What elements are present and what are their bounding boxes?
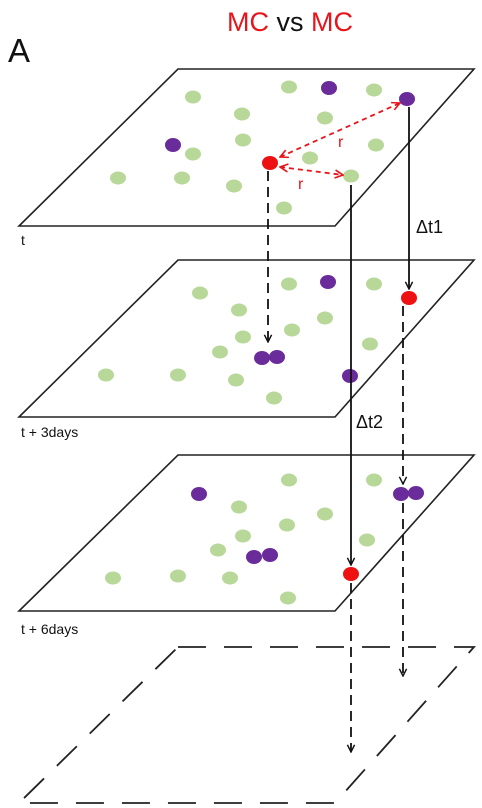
green-cell — [281, 473, 297, 487]
plane-label-t-plus-3days: t + 3days — [21, 424, 78, 440]
purple-cell — [262, 548, 278, 562]
purple-cell — [342, 369, 358, 383]
purple-cell — [191, 487, 207, 501]
purple-cell — [165, 138, 181, 152]
green-cell — [266, 391, 282, 405]
label-delta-t1: Δt1 — [416, 217, 443, 237]
diagram-title: MC vs MC — [227, 7, 353, 37]
green-cell — [368, 138, 384, 152]
green-cell — [235, 133, 251, 147]
title-mc-right: MC — [311, 7, 353, 37]
purple-cell — [399, 92, 415, 106]
green-cells-plane-t-plus-3days — [98, 277, 382, 405]
title-vs: vs — [269, 7, 311, 37]
green-cell — [212, 345, 228, 359]
green-cell — [231, 303, 247, 317]
plane-label-t-plus-6days: t + 6days — [21, 621, 78, 637]
purple-cell — [320, 275, 336, 289]
label-r-upper: r — [338, 134, 344, 151]
red-cell-mc-b — [401, 291, 417, 305]
green-cell — [317, 311, 333, 325]
green-cell — [110, 171, 126, 185]
green-cell — [362, 337, 378, 351]
green-cell — [359, 533, 375, 547]
distance-arrow-r-upper — [280, 103, 400, 157]
label-r-lower: r — [298, 176, 304, 193]
green-cell — [228, 373, 244, 387]
green-cell — [276, 201, 292, 215]
green-cell — [210, 543, 226, 557]
green-cell — [185, 90, 201, 104]
green-cells-plane-t-plus-6days — [105, 473, 382, 605]
green-cell — [281, 277, 297, 291]
label-delta-t2: Δt2 — [356, 412, 383, 432]
title-mc-left: MC — [227, 7, 269, 37]
green-cell — [105, 571, 121, 585]
purple-cell — [269, 350, 285, 364]
purple-cell — [408, 486, 424, 500]
green-cell — [192, 286, 208, 300]
red-cells — [262, 156, 417, 581]
purple-cell — [393, 487, 409, 501]
plane-t-plus-3days — [17, 259, 476, 418]
green-cell — [281, 80, 297, 94]
green-cell — [366, 473, 382, 487]
green-cell — [235, 330, 251, 344]
green-cell — [98, 368, 114, 382]
green-cell — [185, 147, 201, 161]
green-cell — [317, 111, 333, 125]
plane-t-plus-6days — [17, 454, 476, 612]
green-cell — [174, 171, 190, 185]
green-cell — [226, 179, 242, 193]
green-cell — [317, 507, 333, 521]
green-cell — [170, 569, 186, 583]
green-cell — [231, 500, 247, 514]
green-cell — [235, 529, 251, 543]
green-cell — [280, 591, 296, 605]
purple-cell — [254, 351, 270, 365]
green-cell — [279, 518, 295, 532]
plane-future-dashed — [16, 646, 477, 804]
purple-cell — [246, 550, 262, 564]
red-cell-mc-a — [262, 156, 278, 170]
plane-t — [17, 68, 476, 227]
plane-label-t: t — [21, 232, 25, 248]
red-cell-mc-c — [343, 567, 359, 581]
purple-cells — [165, 81, 424, 564]
purple-cell — [321, 81, 337, 95]
green-cell — [234, 107, 250, 121]
green-cell — [366, 83, 382, 97]
green-cell — [222, 571, 238, 585]
panel-label: A — [8, 32, 30, 69]
green-cell — [170, 368, 186, 382]
green-cell — [302, 151, 318, 165]
distance-arrow-r-lower — [280, 167, 343, 175]
green-cell — [366, 277, 382, 291]
green-cell — [284, 323, 300, 337]
green-cell — [343, 169, 359, 183]
